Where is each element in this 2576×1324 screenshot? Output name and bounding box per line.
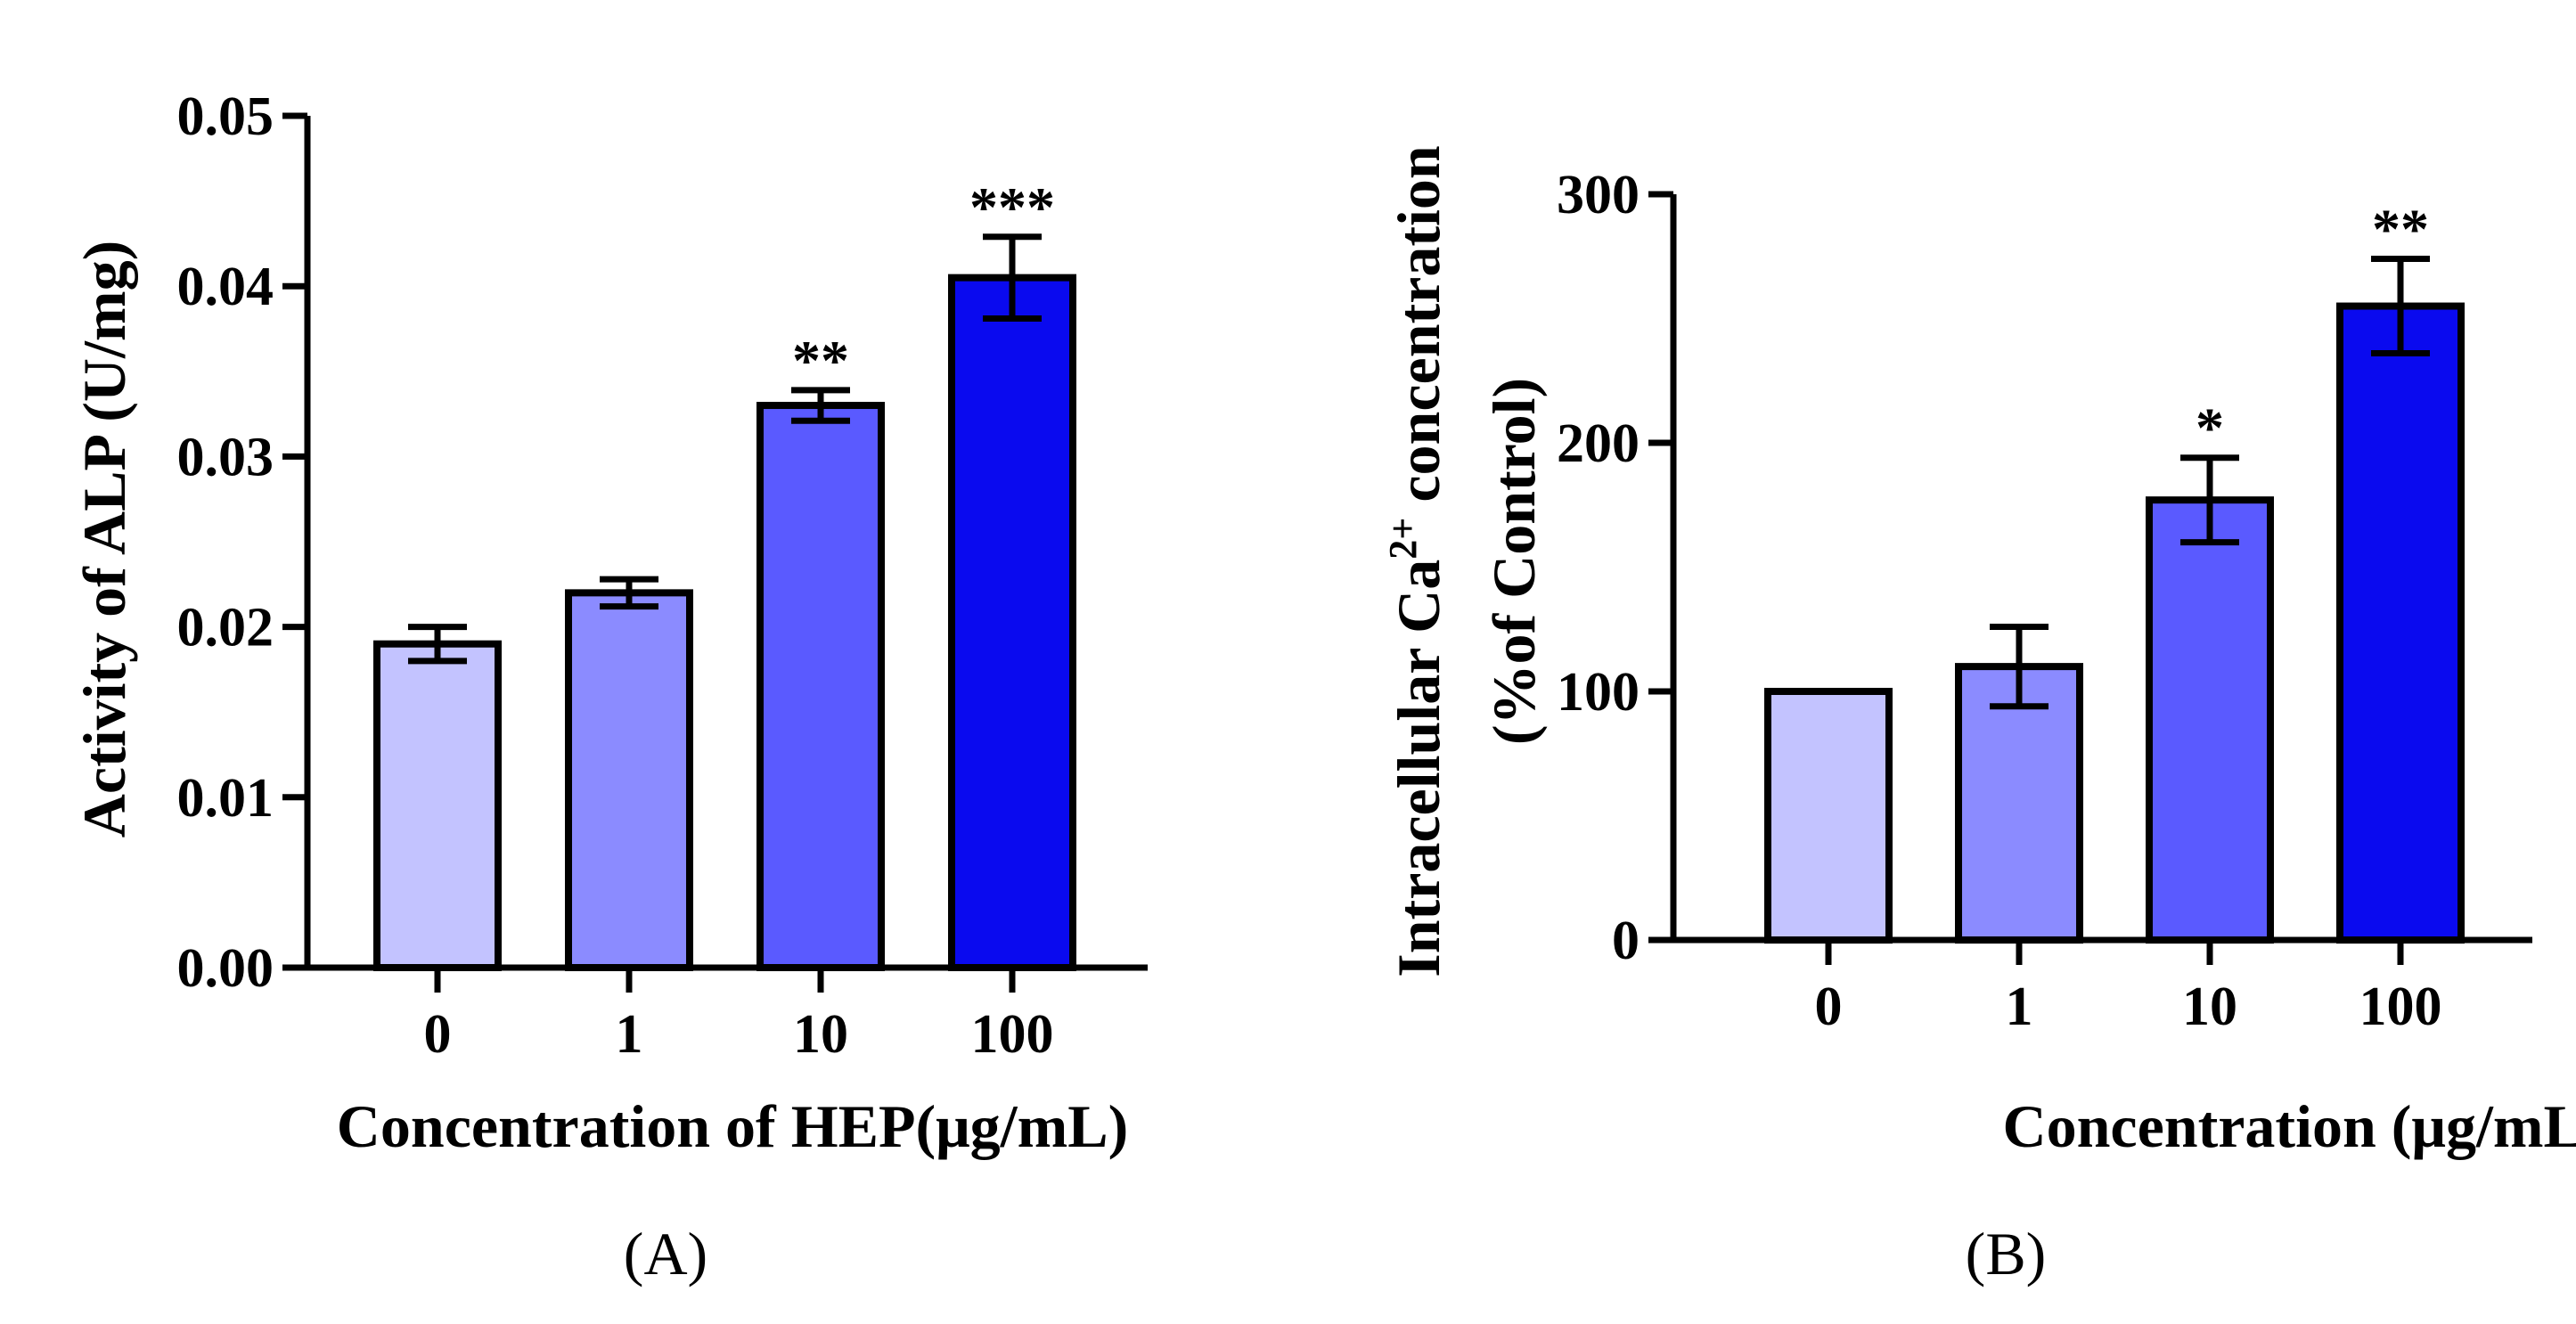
- b-significance-10: *: [2196, 396, 2224, 460]
- panel-b-bars: [1764, 302, 2465, 944]
- b-y-tick-label-300: 300: [1557, 165, 1640, 225]
- b-y-tick-label-0: 0: [1612, 911, 1640, 971]
- a-bar-0: [373, 640, 502, 971]
- a-y-tick-label-0.00: 0.00: [177, 938, 274, 999]
- a-y-tick-label-0.03: 0.03: [177, 427, 274, 487]
- a-y-tick-label-0.04: 0.04: [177, 257, 274, 317]
- a-x-tick-label-10: 10: [793, 1004, 848, 1065]
- panel-b-axes: [1648, 191, 2532, 965]
- a-significance-10: **: [792, 329, 849, 392]
- panel-a-y-axis-title: Activity of ALP (U/mg): [70, 241, 138, 838]
- panel-b-y-tick-labels: 0 100 200 300: [1557, 165, 1640, 971]
- b-y-tick-label-200: 200: [1557, 413, 1640, 474]
- panel-b-label: (B): [1966, 1220, 2047, 1287]
- a-y-tick-label-0.01: 0.01: [177, 768, 274, 829]
- panel-b-x-axis-title: Concentration (μg/mL): [2002, 1092, 2576, 1160]
- b-bar-10: [2146, 496, 2274, 944]
- panel-b-y-title-main: Intracellular Ca: [1385, 560, 1452, 977]
- a-y-tick-label-0.02: 0.02: [177, 598, 274, 658]
- a-bar-100: [948, 274, 1076, 971]
- b-bar-100: [2336, 302, 2465, 944]
- a-significance-100: ***: [969, 176, 1055, 239]
- b-x-tick-label-10: 10: [2182, 977, 2237, 1037]
- panel-a-bars: [373, 274, 1076, 972]
- a-bar-1: [565, 589, 693, 971]
- panel-b-y-axis-title-line1: Intracellular Ca2+ concentration: [1381, 145, 1452, 977]
- panel-b-error-bars: [1990, 256, 2430, 710]
- panel-b-y-axis-title-line2: (%of Control): [1480, 378, 1548, 745]
- panel-a-significance-marks: *****: [792, 176, 1055, 392]
- panel-a-error-bars: [408, 233, 1042, 665]
- b-bar-0: [1764, 688, 1893, 944]
- panel-b-y-title-superscript: 2+: [1381, 518, 1425, 560]
- b-x-tick-label-0: 0: [1815, 977, 1843, 1037]
- a-x-tick-label-100: 100: [971, 1004, 1054, 1065]
- a-y-tick-label-0.05: 0.05: [177, 86, 274, 147]
- panel-a-x-axis-title: Concentration of HEP(μg/mL): [337, 1092, 1128, 1160]
- b-bar-1: [1955, 663, 2083, 944]
- a-bar-10: [756, 402, 885, 972]
- panel-b-x-tick-labels: 0 1 10 100: [1815, 977, 2442, 1037]
- panel-b-significance-marks: ***: [2196, 198, 2429, 460]
- b-significance-100: **: [2372, 198, 2429, 261]
- b-y-tick-label-100: 100: [1557, 662, 1640, 723]
- a-x-tick-label-1: 1: [616, 1004, 643, 1065]
- a-x-tick-label-0: 0: [424, 1004, 452, 1065]
- b-x-tick-label-100: 100: [2359, 977, 2442, 1037]
- panel-a-label: (A): [624, 1220, 707, 1287]
- panel-a-chart: ***** 0.000.010.020.030.040.05 0 1 10 100 C…: [70, 86, 1148, 1287]
- panel-a-x-tick-labels: 0 1 10 100: [424, 1004, 1054, 1065]
- panel-a-axes: [282, 112, 1148, 993]
- panel-b-y-title-end: concentration: [1385, 145, 1452, 517]
- panel-a-y-tick-labels: 0.00 0.01 0.02 0.03 0.04 0.05: [177, 86, 274, 999]
- b-x-tick-label-1: 1: [2006, 977, 2033, 1037]
